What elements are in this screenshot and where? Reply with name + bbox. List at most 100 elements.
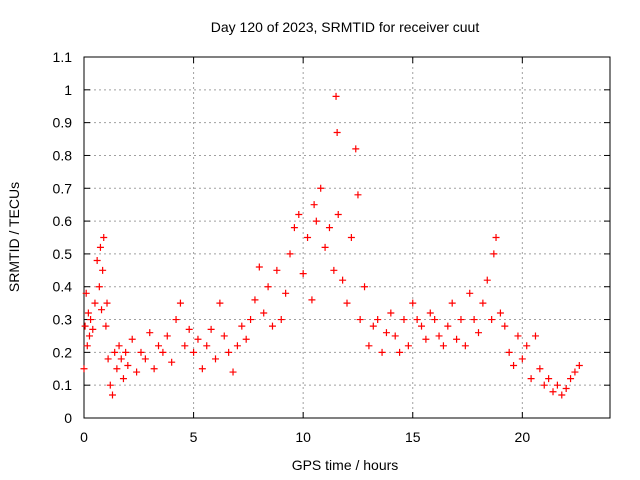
data-point [378, 348, 386, 356]
data-point [347, 234, 355, 241]
data-point [251, 296, 259, 304]
data-point [571, 368, 579, 376]
data-point [117, 355, 125, 363]
data-point [531, 332, 539, 340]
data-point [96, 243, 104, 251]
data-point [518, 355, 526, 363]
x-tick-label: 15 [405, 429, 421, 445]
data-point [247, 316, 255, 324]
data-point [461, 342, 469, 350]
x-tick-label: 5 [190, 429, 198, 445]
data-point [304, 234, 312, 241]
grid [84, 57, 610, 418]
data-point [496, 309, 504, 317]
data-point [98, 306, 106, 314]
data-point [553, 381, 561, 389]
data-point [312, 217, 320, 225]
y-tick-label: 0.4 [53, 279, 73, 295]
data-point [83, 342, 91, 350]
data-point [89, 325, 97, 333]
data-point [282, 289, 290, 297]
data-point [146, 329, 154, 337]
data-point [290, 224, 298, 232]
y-tick-label: 0.7 [53, 180, 73, 196]
data-point [207, 325, 215, 333]
data-point [418, 322, 426, 330]
y-tick-label: 1.1 [53, 49, 73, 65]
data-point [448, 299, 456, 307]
data-point [545, 375, 553, 383]
data-point [369, 322, 377, 330]
data-point [155, 342, 163, 350]
data-point [361, 283, 369, 291]
data-point [286, 250, 294, 258]
data-point [176, 299, 184, 307]
data-point [382, 329, 390, 337]
data-point [330, 266, 338, 274]
data-point [387, 309, 395, 317]
data-point [501, 322, 509, 330]
y-tick-label: 0 [64, 410, 72, 426]
data-point [194, 335, 202, 343]
data-point [413, 316, 421, 324]
data-point [133, 368, 141, 376]
data-point [352, 145, 360, 153]
data-point [558, 391, 566, 399]
data-point [562, 384, 570, 392]
data-point [81, 322, 89, 330]
data-point [470, 316, 478, 324]
data-point [536, 365, 544, 373]
data-point [225, 348, 233, 356]
data-point [490, 250, 498, 258]
data-point [102, 322, 110, 330]
data-point [91, 299, 99, 307]
x-axis-label: GPS time / hours [292, 457, 399, 473]
x-tick-label: 10 [295, 429, 311, 445]
data-point [343, 299, 351, 307]
data-point [163, 332, 171, 340]
data-point [159, 348, 167, 356]
data-point [111, 348, 119, 356]
data-point [575, 361, 583, 369]
data-point [229, 368, 237, 376]
y-tick-label: 0.5 [53, 246, 73, 262]
data-point [264, 283, 272, 291]
data-point [100, 234, 108, 241]
data-point [354, 191, 362, 199]
y-tick-label: 0.6 [53, 213, 73, 229]
data-point [277, 316, 285, 324]
data-point [567, 375, 575, 383]
data-point [404, 342, 412, 350]
data-point [115, 342, 123, 350]
data-point [310, 201, 318, 209]
data-point [85, 332, 93, 340]
data-point [514, 332, 522, 340]
data-point [124, 361, 132, 369]
data-point [356, 316, 364, 324]
data-point [128, 335, 136, 343]
data-point [104, 355, 112, 363]
data-point [198, 365, 206, 373]
data-point [475, 329, 482, 337]
data-point [505, 348, 513, 356]
data-point [483, 276, 491, 284]
data-point [203, 342, 211, 350]
data-point [549, 388, 557, 396]
data-point [238, 322, 246, 330]
data-point [321, 243, 329, 251]
data-point [374, 316, 382, 324]
data-point [80, 365, 88, 373]
chart-title: Day 120 of 2023, SRMTID for receiver cuu… [211, 19, 480, 35]
data-point [333, 128, 341, 136]
data-point [396, 348, 404, 356]
data-point [260, 309, 268, 317]
y-tick-label: 0.3 [53, 312, 73, 328]
y-tick-label: 0.8 [53, 147, 73, 163]
data-point [457, 316, 465, 324]
y-tick-label: 0.2 [53, 344, 73, 360]
data-point [93, 256, 101, 264]
data-point [426, 309, 434, 317]
data-point [332, 92, 340, 100]
data-point [431, 316, 439, 324]
